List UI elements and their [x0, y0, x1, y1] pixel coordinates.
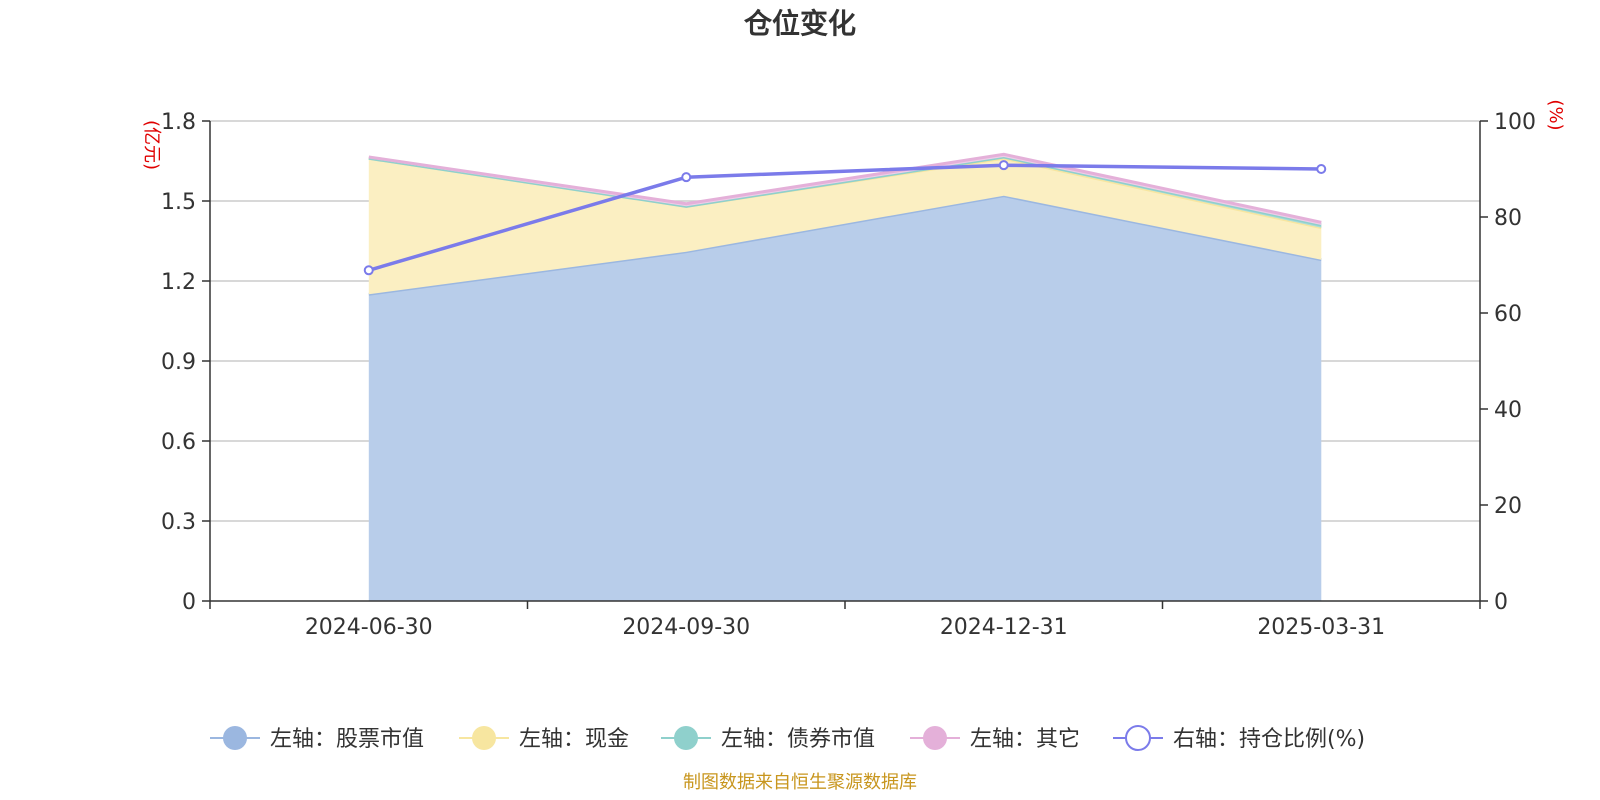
area-edge-左轴：其它: [368, 152, 1322, 224]
left-tick-label: 0.9: [161, 350, 196, 375]
legend-label: 左轴：其它: [970, 727, 1080, 752]
legend-label: 左轴：债券市值: [721, 727, 875, 752]
right-tick-label: 0: [1494, 590, 1508, 615]
area-左轴：股票市值: [368, 195, 1322, 601]
left-axis-unit: (亿元): [141, 120, 162, 170]
ratio-line: [363, 160, 1327, 276]
legend-item: 左轴：其它: [910, 726, 1080, 752]
right-tick-label: 80: [1494, 206, 1522, 231]
right-tick-label: 40: [1494, 398, 1522, 423]
ratio-point: [1316, 164, 1327, 174]
left-tick-label: 0.3: [161, 510, 196, 535]
legend-item: 左轴：现金: [459, 726, 629, 752]
source-note: 制图数据来自恒生聚源数据库: [683, 772, 917, 793]
x-tick-label: 2025-03-31: [1257, 615, 1385, 640]
legend-label: 右轴：持仓比例(%): [1173, 727, 1365, 752]
left-tick-label: 0: [182, 590, 196, 615]
legend-item: 左轴：债券市值: [661, 726, 875, 752]
line-右轴：持仓比例(%): [368, 163, 1322, 272]
legend-marker: [223, 726, 247, 750]
left-tick-label: 0.6: [161, 430, 196, 455]
legend-label: 左轴：股票市值: [270, 727, 424, 752]
axes: (亿元) (%) 0 0.3 0.6 0.9 1.2 1.5 1.8 0 20 40 60 80 100…: [141, 99, 1566, 640]
left-tick-label: 1.2: [161, 270, 196, 295]
ratio-point: [998, 160, 1009, 171]
legend-marker: [1125, 725, 1151, 751]
legend-label: 左轴：现金: [519, 727, 629, 752]
legend-item: 左轴：股票市值: [210, 726, 424, 752]
legend: 左轴：股票市值 左轴：现金 左轴：债券市值 左轴：其它 右轴：持仓比例(%): [210, 725, 1365, 752]
right-axis-unit: (%): [1545, 99, 1566, 130]
right-tick-label: 100: [1494, 110, 1536, 135]
legend-marker: [472, 726, 496, 750]
legend-item: 右轴：持仓比例(%): [1113, 725, 1365, 752]
area-左轴：现金: [368, 158, 1322, 295]
left-tick-label: 1.5: [161, 190, 196, 215]
x-tick-label: 2024-09-30: [622, 615, 750, 640]
left-tick-label: 1.8: [161, 110, 196, 135]
right-tick-label: 60: [1494, 302, 1522, 327]
ratio-point: [363, 265, 374, 276]
right-tick-label: 20: [1494, 494, 1522, 519]
x-tick-label: 2024-06-30: [305, 615, 433, 640]
chart-title: 仓位变化: [744, 7, 856, 40]
legend-marker: [674, 726, 698, 750]
legend-marker: [923, 726, 947, 750]
ratio-point: [681, 172, 692, 183]
stacked-areas: [368, 152, 1322, 601]
x-tick-label: 2024-12-31: [940, 615, 1068, 640]
